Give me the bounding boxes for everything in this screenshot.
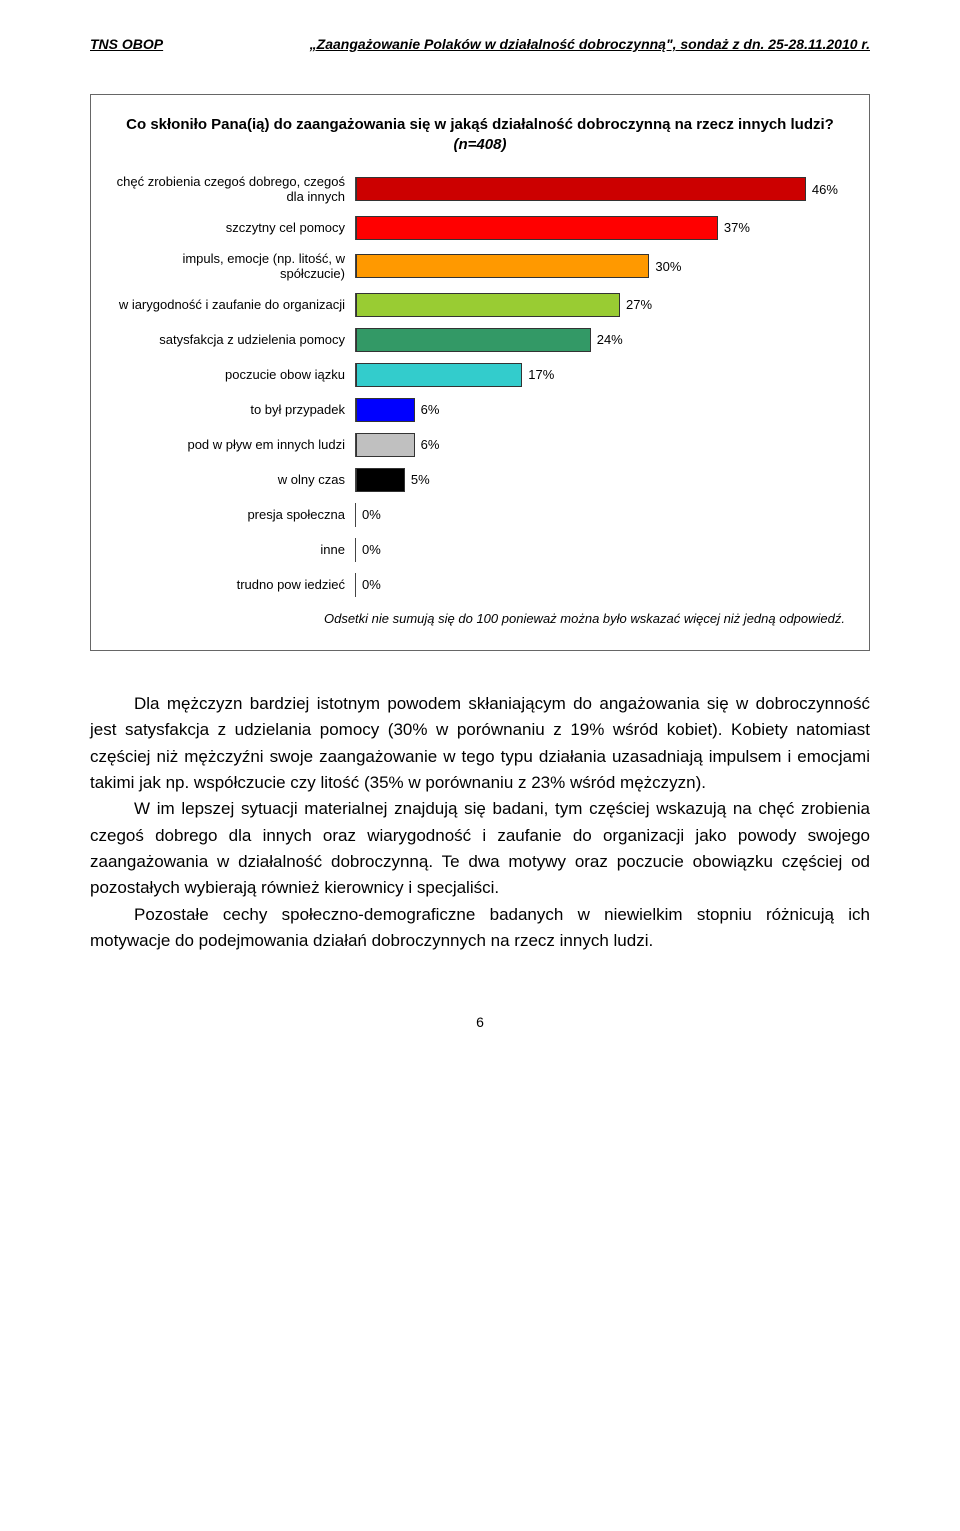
- chart-area: chęć zrobienia czegoś dobrego, czegoś dl…: [115, 174, 845, 597]
- bar-track: 0%: [355, 573, 845, 597]
- bar-value: 24%: [591, 332, 623, 347]
- bar-track: 6%: [355, 433, 845, 457]
- bar-track: 46%: [355, 177, 845, 201]
- paragraph-2: W im lepszej sytuacji materialnej znajdu…: [90, 796, 870, 901]
- paragraph-3: Pozostałe cechy społeczno-demograficzne …: [90, 902, 870, 955]
- chart-title-main: Co skłoniło Pana(ią) do zaangażowania si…: [126, 116, 834, 133]
- page-header: TNS OBOP „Zaangażowanie Polaków w działa…: [90, 36, 870, 54]
- bar-track: 0%: [355, 503, 845, 527]
- header-left: TNS OBOP: [90, 36, 163, 52]
- bar-value: 17%: [522, 367, 554, 382]
- bar-label: w iarygodność i zaufanie do organizacji: [115, 297, 355, 313]
- bar-value: 37%: [718, 220, 750, 235]
- bar-fill: [356, 363, 522, 387]
- bar-label: trudno pow iedzieć: [115, 577, 355, 593]
- bar-fill: [356, 293, 620, 317]
- bar-fill: [356, 398, 415, 422]
- bar-value: 0%: [356, 577, 381, 592]
- bar-label: poczucie obow iązku: [115, 367, 355, 383]
- chart-title-sub: (n=408): [454, 136, 507, 153]
- bar-track: 5%: [355, 468, 845, 492]
- page-number: 6: [90, 1014, 870, 1030]
- chart-frame: Co skłoniło Pana(ią) do zaangażowania si…: [90, 94, 870, 651]
- bar-track: 24%: [355, 328, 845, 352]
- bar-value: 6%: [415, 437, 440, 452]
- bar-fill: [356, 328, 591, 352]
- bar-track: 37%: [355, 216, 845, 240]
- bar-fill: [356, 433, 415, 457]
- bar-value: 0%: [356, 542, 381, 557]
- bar-label: to był przypadek: [115, 402, 355, 418]
- bar-fill: [356, 177, 806, 201]
- bar-label: presja społeczna: [115, 507, 355, 523]
- bar-value: 6%: [415, 402, 440, 417]
- bar-label: inne: [115, 542, 355, 558]
- body-text: Dla mężczyzn bardziej istotnym powodem s…: [90, 691, 870, 954]
- paragraph-1: Dla mężczyzn bardziej istotnym powodem s…: [90, 691, 870, 796]
- bar-label: w olny czas: [115, 472, 355, 488]
- bar-fill: [356, 216, 718, 240]
- bar-track: 17%: [355, 363, 845, 387]
- bar-value: 46%: [806, 182, 838, 197]
- bar-value: 27%: [620, 297, 652, 312]
- bar-label: satysfakcja z udzielenia pomocy: [115, 332, 355, 348]
- bar-track: 30%: [355, 254, 845, 278]
- bar-label: chęć zrobienia czegoś dobrego, czegoś dl…: [115, 174, 355, 205]
- bar-label: pod w pływ em innych ludzi: [115, 437, 355, 453]
- chart-title: Co skłoniło Pana(ią) do zaangażowania si…: [115, 115, 845, 156]
- bar-value: 0%: [356, 507, 381, 522]
- chart-footnote: Odsetki nie sumują się do 100 ponieważ m…: [115, 611, 845, 626]
- bar-label: szczytny cel pomocy: [115, 220, 355, 236]
- bar-label: impuls, emocje (np. litość, w spółczucie…: [115, 251, 355, 282]
- bar-value: 30%: [649, 259, 681, 274]
- bar-track: 0%: [355, 538, 845, 562]
- bar-value: 5%: [405, 472, 430, 487]
- bar-fill: [356, 468, 405, 492]
- header-right: „Zaangażowanie Polaków w działalność dob…: [310, 36, 870, 52]
- bar-track: 27%: [355, 293, 845, 317]
- bar-fill: [356, 254, 649, 278]
- bar-track: 6%: [355, 398, 845, 422]
